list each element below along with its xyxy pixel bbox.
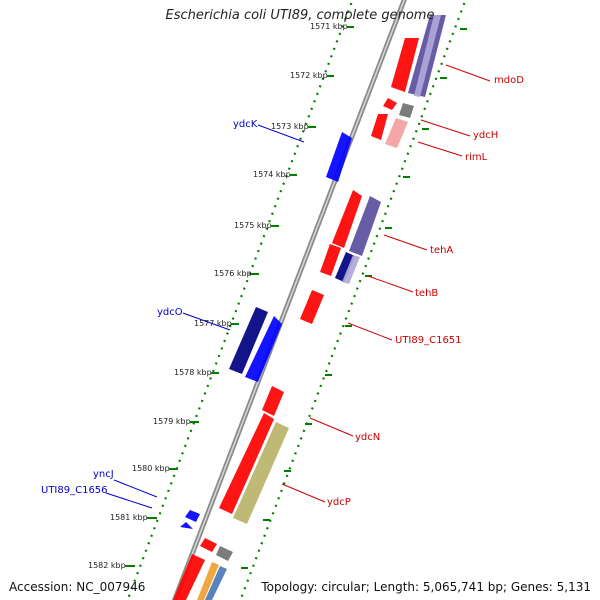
- gene-label-tehB: tehB: [415, 288, 438, 299]
- gene-label-UTI89_C1656: UTI89_C1656: [41, 485, 108, 496]
- ydcH-cog: [399, 103, 414, 118]
- tehA-cog: [349, 196, 381, 256]
- gene-label-ydcK: ydcK: [233, 119, 258, 130]
- yncJ-cds: [185, 510, 200, 522]
- ydcK-cds: [326, 132, 352, 182]
- leader-line-UTI89_C1651: [347, 322, 393, 341]
- tehB-cds: [320, 244, 341, 276]
- tick-label: 1581 kbp: [110, 513, 148, 522]
- ydcO-cds-dark: [229, 307, 268, 374]
- leader-line-ydcH: [420, 119, 471, 137]
- ydcO-cds: [245, 316, 282, 382]
- leader-line-mdoD: [445, 64, 491, 82]
- tick-1578-kbp: 1578 kbp: [174, 368, 332, 377]
- tehA-cds: [332, 190, 362, 248]
- tick-1571-kbp: 1571 kbp: [310, 22, 467, 31]
- feature-group: [173, 15, 446, 600]
- gene-label-ydcO: ydcO: [157, 307, 183, 318]
- ydcP-cds: [219, 413, 274, 514]
- tick-1575-kbp: 1575 kbp: [234, 221, 392, 230]
- rimL-cds: [371, 114, 388, 140]
- gene-1582b-cds: [173, 554, 205, 600]
- genome-backbone-highlight: [173, 0, 406, 600]
- ydcP-cog: [233, 422, 289, 524]
- tick-group: 1571 kbp 1572 kbp 1573 kbp 1574 kbp 1575 kbp…: [88, 22, 467, 570]
- tick-label: 1575 kbp: [234, 221, 272, 230]
- gene-label-tehA: tehA: [430, 245, 453, 256]
- gene-1582a-cog: [216, 546, 233, 561]
- gene-label-ydcP: ydcP: [327, 497, 351, 508]
- ydcN-cds: [262, 386, 284, 416]
- UTI89_C1651-cds: [300, 290, 324, 324]
- rimL-cog: [385, 118, 408, 148]
- tick-label: 1572 kbp: [290, 71, 328, 80]
- genome-summary-text: Topology: circular; Length: 5,065,741 bp…: [261, 580, 591, 594]
- tick-label: 1582 kbp: [88, 561, 126, 570]
- tehB-cog: [335, 252, 355, 282]
- mdoD-cds: [391, 38, 419, 92]
- gene-label-yncJ: yncJ: [93, 469, 114, 480]
- leader-line-ydcO: [182, 312, 231, 331]
- leader-line-ydcP: [281, 483, 326, 503]
- outer-tick-track: [239, 0, 467, 600]
- tick-label: 1580 kbp: [132, 464, 170, 473]
- map-title: Escherichia coli UTI89, complete genome: [165, 8, 435, 23]
- tick-label: 1574 kbp: [253, 170, 291, 179]
- gene-label-ydcN: ydcN: [355, 432, 380, 443]
- gene-1582b-cog: [197, 562, 219, 600]
- leader-line-ydcK: [257, 124, 305, 143]
- tick-label: 1573 kbp: [271, 122, 309, 131]
- gene-label-ydcH: ydcH: [473, 130, 498, 141]
- gene-label-UTI89_C1651: UTI89_C1651: [395, 335, 462, 346]
- tick-label: 1576 kbp: [214, 269, 252, 278]
- tick-1582-kbp: 1582 kbp: [88, 561, 248, 570]
- tick-label: 1579 kbp: [153, 417, 191, 426]
- leader-line-yncJ: [113, 479, 158, 498]
- tick-1581-kbp: 1581 kbp: [110, 513, 270, 522]
- tick-label: 1571 kbp: [310, 22, 348, 31]
- tick-1573-kbp: 1573 kbp: [271, 122, 429, 131]
- tick-1572-kbp: 1572 kbp: [290, 71, 447, 80]
- leader-line-tehB: [367, 275, 414, 293]
- gene-label-mdoD: mdoD: [494, 75, 524, 86]
- mdoD-cog-light: [414, 15, 441, 97]
- tick-1580-kbp: 1580 kbp: [132, 464, 291, 473]
- tick-label: 1578 kbp: [174, 368, 212, 377]
- tick-1574-kbp: 1574 kbp: [253, 170, 410, 179]
- leader-line-tehA: [383, 234, 428, 251]
- gene-1582a-cds: [200, 538, 217, 552]
- tehB-cog-light: [342, 255, 360, 284]
- UTI89_C1656-cds: [180, 522, 193, 529]
- tick-1579-kbp: 1579 kbp: [153, 417, 312, 426]
- gene-1582b-cog2: [205, 566, 227, 600]
- leader-line-ydcN: [309, 417, 354, 437]
- leader-line-UTI89_C1656: [105, 492, 153, 509]
- leader-line-rimL: [417, 141, 463, 157]
- gene-label-group: mdoD ydcH rimL tehA tehB UTI89_C1651 ydcN ydcP y…: [41, 64, 524, 509]
- ydcH-cds: [383, 98, 397, 110]
- gene-label-rimL: rimL: [465, 152, 488, 163]
- accession-text: Accession: NC_007946: [9, 580, 146, 594]
